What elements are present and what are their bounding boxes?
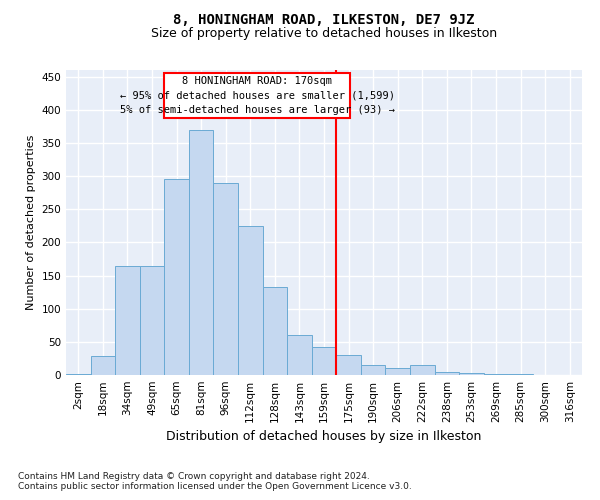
Text: Contains HM Land Registry data © Crown copyright and database right 2024.: Contains HM Land Registry data © Crown c…: [18, 472, 370, 481]
Bar: [312, 347, 336, 375]
Bar: [410, 365, 434, 375]
Bar: [287, 335, 312, 375]
Bar: [91, 356, 115, 375]
Bar: [66, 374, 91, 375]
Bar: [385, 368, 410, 375]
X-axis label: Distribution of detached houses by size in Ilkeston: Distribution of detached houses by size …: [166, 430, 482, 444]
Bar: [164, 74, 350, 118]
Text: Size of property relative to detached houses in Ilkeston: Size of property relative to detached ho…: [151, 28, 497, 40]
Y-axis label: Number of detached properties: Number of detached properties: [26, 135, 36, 310]
Text: 8, HONINGHAM ROAD, ILKESTON, DE7 9JZ: 8, HONINGHAM ROAD, ILKESTON, DE7 9JZ: [173, 12, 475, 26]
Text: 8 HONINGHAM ROAD: 170sqm
← 95% of detached houses are smaller (1,599)
5% of semi: 8 HONINGHAM ROAD: 170sqm ← 95% of detach…: [119, 76, 395, 116]
Bar: [434, 372, 459, 375]
Bar: [164, 180, 189, 375]
Bar: [508, 374, 533, 375]
Bar: [459, 373, 484, 375]
Bar: [238, 226, 263, 375]
Text: Contains public sector information licensed under the Open Government Licence v3: Contains public sector information licen…: [18, 482, 412, 491]
Bar: [336, 355, 361, 375]
Bar: [140, 266, 164, 375]
Bar: [189, 130, 214, 375]
Bar: [484, 374, 508, 375]
Bar: [214, 182, 238, 375]
Bar: [263, 288, 287, 375]
Bar: [115, 266, 140, 375]
Bar: [361, 365, 385, 375]
